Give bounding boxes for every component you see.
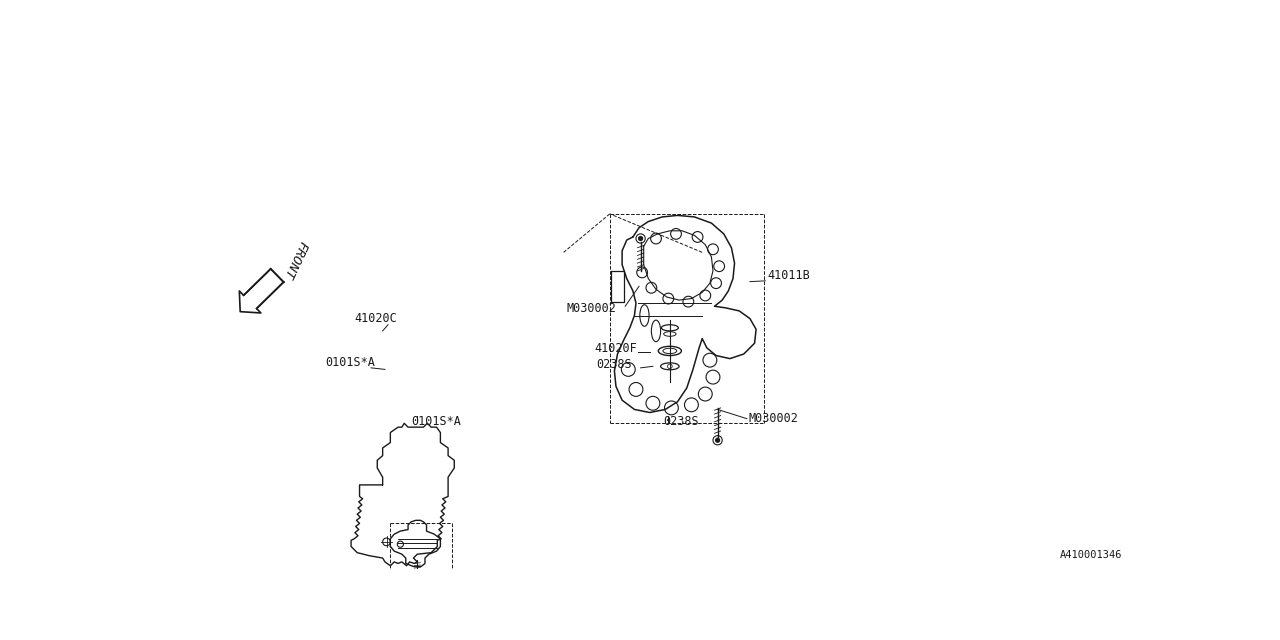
Circle shape bbox=[639, 237, 643, 241]
Text: 41011B: 41011B bbox=[767, 269, 810, 282]
Text: 0101S*A: 0101S*A bbox=[325, 356, 375, 369]
Circle shape bbox=[716, 438, 719, 442]
Text: 0238S: 0238S bbox=[664, 415, 699, 428]
Text: M030002: M030002 bbox=[749, 412, 799, 425]
Text: A410001346: A410001346 bbox=[1060, 550, 1121, 561]
Text: 0238S: 0238S bbox=[596, 358, 631, 371]
Text: 41020F: 41020F bbox=[594, 342, 637, 355]
Text: M030002: M030002 bbox=[567, 301, 617, 315]
Text: 0101S*A: 0101S*A bbox=[411, 415, 461, 428]
Text: 41020C: 41020C bbox=[355, 312, 397, 324]
Text: FRONT: FRONT bbox=[280, 238, 308, 280]
